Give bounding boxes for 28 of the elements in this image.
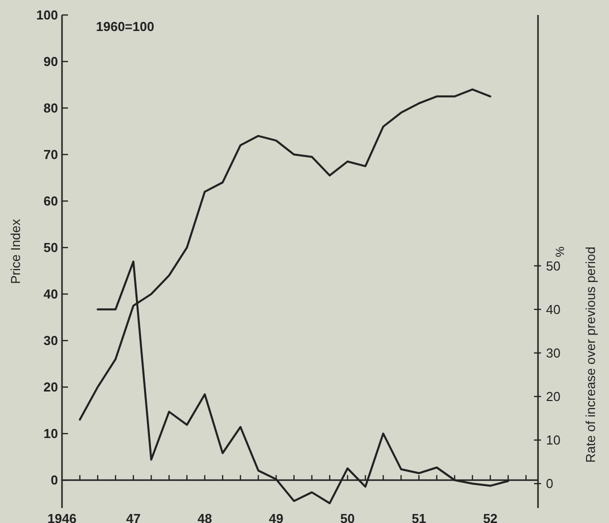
y-tick-label: 50 <box>44 240 58 256</box>
y-tick-label: 90 <box>44 54 58 70</box>
y-tick-label: 20 <box>44 380 58 395</box>
y-tick-label: 100 <box>36 8 58 23</box>
y2-axis-title: Rate of increase over previous period <box>583 246 598 463</box>
x-tick-label: 51 <box>412 511 426 523</box>
x-tick-label: 49 <box>268 511 284 523</box>
y-tick-label: 30 <box>44 333 58 348</box>
x-tick-label: 52 <box>483 511 498 523</box>
x-tick-label: 47 <box>126 511 141 523</box>
y-tick-label: 70 <box>44 147 58 162</box>
y-tick-label: 80 <box>44 100 58 116</box>
y2-tick-label: 10 <box>546 432 560 448</box>
y-axis-title: Price Index <box>8 218 23 284</box>
y-tick-label: 40 <box>44 286 58 302</box>
y2-tick-label: 50 <box>546 258 560 274</box>
y2-tick-label: 40 <box>546 302 560 317</box>
y-tick-label: 0 <box>50 472 58 488</box>
x-tick-label: 48 <box>198 511 212 523</box>
annotation: 1960=100 <box>96 19 154 34</box>
text: % <box>553 246 568 258</box>
y2-tick-label: 30 <box>546 346 560 361</box>
x-tick-label: 1946 <box>48 511 76 523</box>
y2-tick-label: 0 <box>546 476 554 492</box>
y-tick-label: 10 <box>44 426 58 442</box>
y2-tick-label: 20 <box>546 389 560 404</box>
x-tick-label: 50 <box>340 511 355 523</box>
y-tick-label: 60 <box>44 194 58 209</box>
